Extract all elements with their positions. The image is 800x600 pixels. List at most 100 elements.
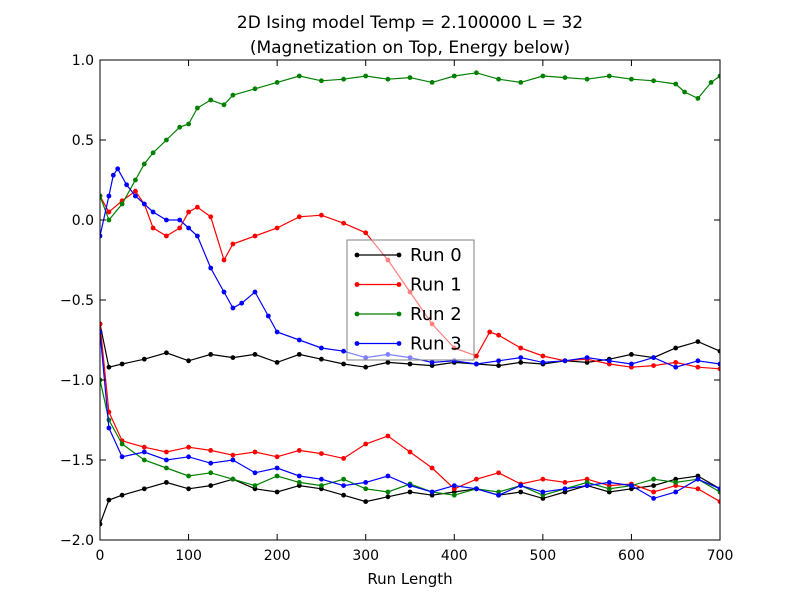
data-point (717, 73, 720, 79)
data-point (695, 339, 701, 344)
legend-marker (396, 311, 402, 317)
data-point (606, 486, 612, 492)
x-tick-label: 300 (352, 548, 379, 564)
data-point (518, 489, 524, 495)
legend-entry: Run 1 (354, 275, 462, 296)
data-point (186, 225, 192, 231)
data-point (230, 241, 236, 247)
y-tick-label: 0.0 (72, 213, 94, 229)
data-point (363, 73, 369, 79)
data-point (319, 483, 324, 488)
x-axis-label: Run Length (367, 570, 452, 588)
data-point (407, 483, 413, 488)
data-point (629, 352, 634, 357)
data-point (106, 364, 112, 370)
x-tick-label: 0 (96, 548, 105, 564)
data-point (651, 476, 656, 482)
data-point (230, 457, 236, 463)
data-point (429, 465, 435, 471)
x-tick-label: 400 (441, 548, 468, 564)
data-point (606, 73, 612, 79)
data-point (385, 489, 391, 495)
data-point (186, 454, 192, 460)
data-point (274, 329, 280, 335)
data-point (230, 452, 236, 458)
data-point (540, 476, 546, 482)
data-point (496, 363, 501, 368)
data-point (695, 486, 701, 492)
data-point (141, 457, 147, 463)
data-point (141, 161, 147, 167)
data-point (363, 230, 369, 236)
data-point (651, 483, 656, 488)
data-point (106, 217, 112, 223)
y-tick-label: 1.0 (72, 53, 94, 69)
data-point (186, 121, 192, 127)
data-point (319, 345, 324, 351)
data-point (341, 348, 346, 354)
legend-label: Run 0 (410, 245, 462, 266)
data-point (518, 345, 524, 351)
data-point (164, 137, 169, 143)
legend-marker (354, 282, 360, 287)
data-point (363, 441, 369, 447)
data-point (296, 73, 302, 79)
data-point (584, 483, 590, 488)
data-point (133, 177, 138, 183)
data-point (265, 313, 271, 319)
data-point (296, 214, 302, 220)
data-point (274, 473, 280, 479)
data-point (164, 233, 169, 239)
data-point (208, 214, 214, 220)
data-point (363, 364, 369, 370)
legend-label: Run 3 (410, 334, 462, 355)
data-point (296, 473, 302, 479)
data-point (195, 233, 200, 239)
data-point (584, 76, 590, 82)
x-tick-label: 100 (175, 548, 202, 564)
data-point (208, 97, 214, 103)
data-point (518, 360, 524, 365)
data-point (474, 361, 479, 367)
data-point (106, 209, 112, 215)
data-point (124, 182, 129, 188)
data-point (296, 337, 302, 343)
x-tick-label: 700 (707, 548, 734, 564)
data-point (252, 86, 258, 92)
data-point (274, 360, 280, 365)
data-point (651, 363, 656, 368)
data-point (230, 305, 236, 311)
data-point (540, 353, 546, 359)
data-point (682, 89, 687, 95)
data-point (319, 451, 324, 456)
data-point (407, 75, 413, 80)
data-point (385, 360, 391, 365)
data-point (221, 257, 227, 263)
data-point (319, 356, 324, 362)
data-point (319, 212, 324, 218)
data-point (496, 76, 501, 82)
chart-subtitle: (Magnetization on Top, Energy below) (250, 38, 570, 58)
data-point (363, 499, 369, 504)
data-point (100, 329, 103, 335)
data-point (119, 201, 125, 207)
series-3-energy (100, 329, 720, 501)
data-point (141, 449, 147, 455)
legend-marker (396, 341, 402, 346)
data-point (562, 486, 568, 492)
chart-title: 2D Ising model Temp = 2.100000 L = 32 (237, 13, 583, 33)
data-point (385, 473, 391, 479)
data-point (474, 476, 479, 482)
data-point (208, 483, 214, 488)
data-point (385, 433, 391, 439)
y-tick-label: 0.5 (72, 133, 94, 149)
data-point (717, 361, 720, 367)
data-point (606, 358, 612, 364)
data-point (133, 188, 138, 194)
data-point (363, 480, 369, 485)
data-point (496, 492, 501, 498)
series-line-1-magnetization (100, 190, 720, 370)
data-point (562, 480, 568, 485)
data-point (274, 489, 280, 495)
